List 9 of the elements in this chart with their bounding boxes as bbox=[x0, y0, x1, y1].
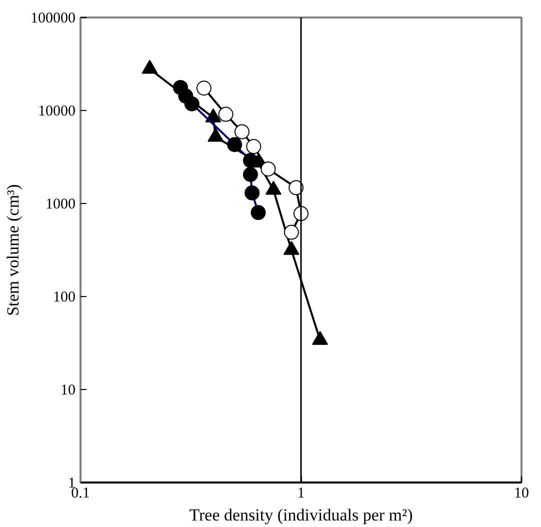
x-tick-label: 1 bbox=[297, 486, 305, 502]
y-tick-label: 100000 bbox=[30, 10, 76, 26]
y-tick-label: 10 bbox=[60, 382, 76, 398]
x-axis-title: Tree density (individuals per m²) bbox=[189, 506, 413, 524]
y-axis-title: Stem volume (cm³) bbox=[4, 184, 22, 316]
y-tick-label: 1000 bbox=[46, 196, 76, 212]
y-tick-label: 10000 bbox=[38, 104, 76, 120]
x-tick-label: 10 bbox=[514, 486, 529, 502]
y-tick-label: 100 bbox=[53, 290, 76, 306]
